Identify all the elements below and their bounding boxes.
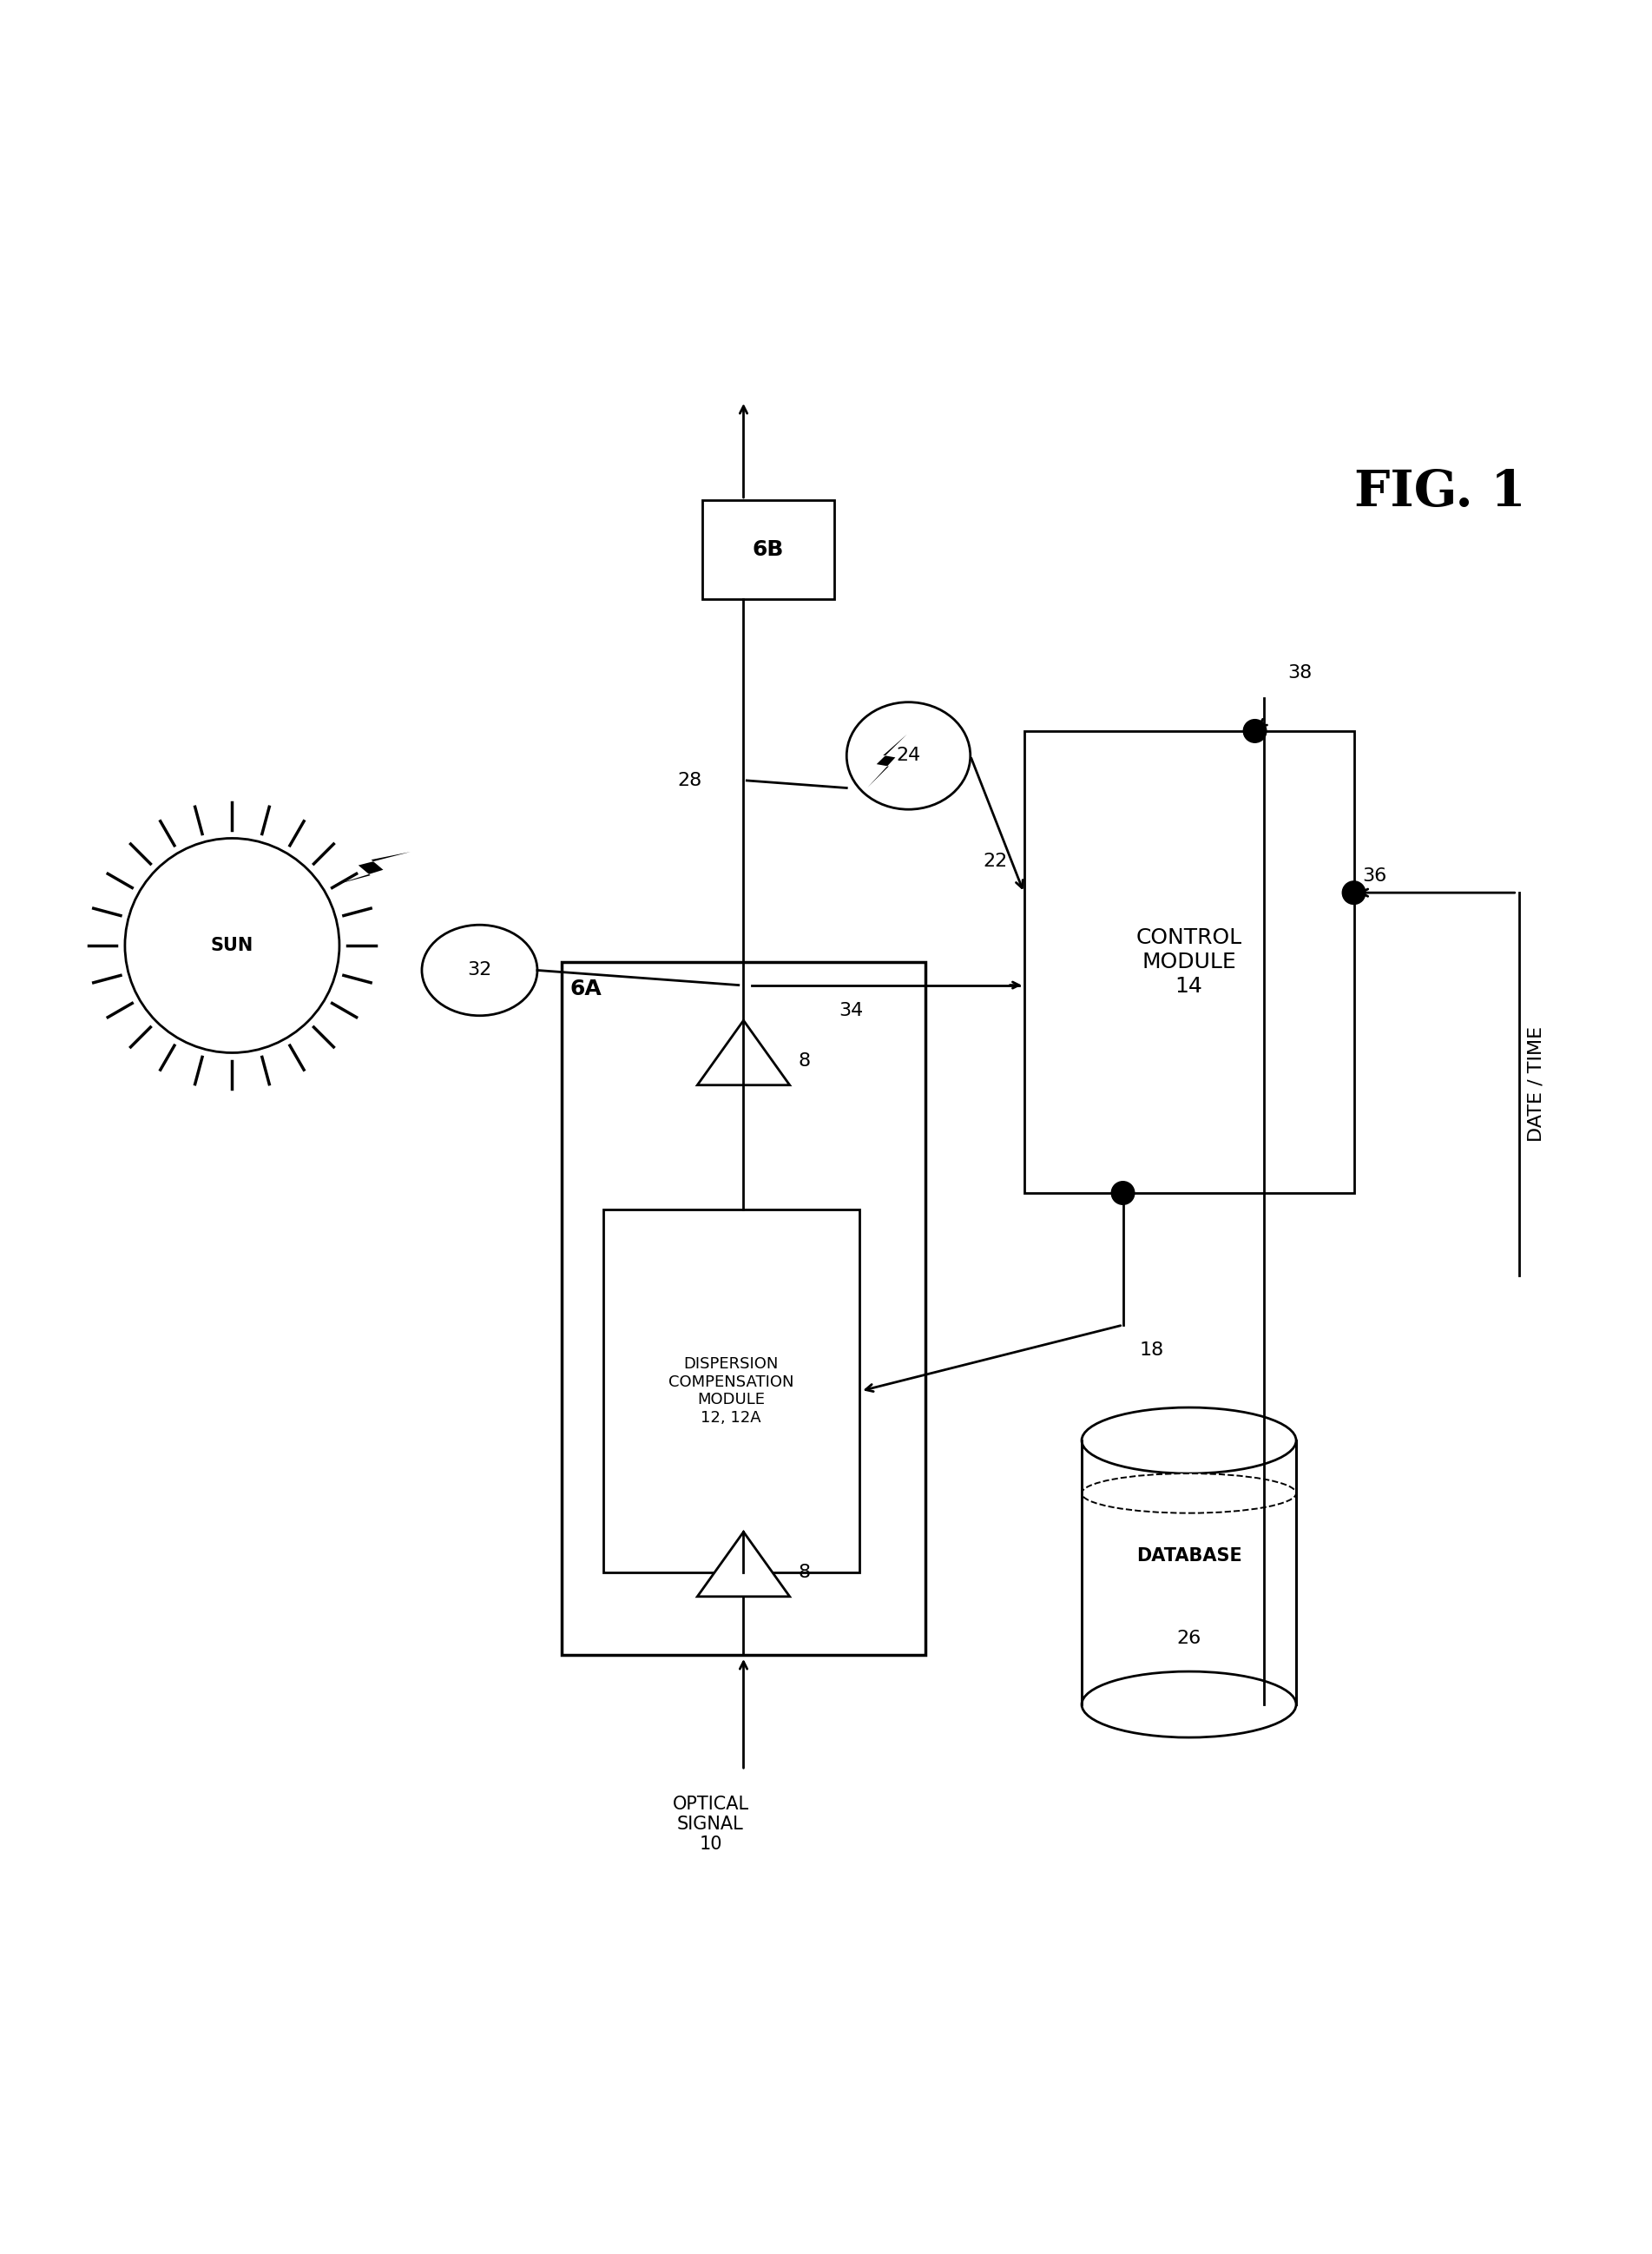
- Ellipse shape: [1082, 1474, 1297, 1512]
- Text: OPTICAL
SIGNAL
10: OPTICAL SIGNAL 10: [672, 1794, 748, 1853]
- Text: DISPERSION
COMPENSATION
MODULE
12, 12A: DISPERSION COMPENSATION MODULE 12, 12A: [669, 1357, 795, 1427]
- Bar: [1024, 730, 1355, 1192]
- Text: DATABASE: DATABASE: [1137, 1546, 1242, 1564]
- Text: 22: 22: [983, 852, 1008, 870]
- Polygon shape: [697, 1021, 790, 1084]
- Polygon shape: [334, 852, 411, 886]
- Circle shape: [126, 838, 339, 1053]
- Text: 6A: 6A: [570, 978, 603, 999]
- Polygon shape: [867, 735, 907, 787]
- Text: DATE / TIME: DATE / TIME: [1526, 1026, 1545, 1143]
- Circle shape: [1244, 719, 1267, 742]
- Circle shape: [1343, 881, 1366, 904]
- Polygon shape: [304, 922, 320, 1005]
- Text: 24: 24: [897, 746, 920, 764]
- Ellipse shape: [1082, 1672, 1297, 1738]
- Text: 32: 32: [468, 962, 492, 978]
- Bar: [562, 962, 925, 1654]
- Bar: [1082, 1440, 1297, 1704]
- Text: FIG. 1: FIG. 1: [1355, 469, 1525, 516]
- Bar: [702, 500, 834, 600]
- Ellipse shape: [846, 703, 970, 809]
- Text: 28: 28: [677, 771, 702, 789]
- Text: 6B: 6B: [752, 539, 785, 559]
- Ellipse shape: [1085, 1675, 1294, 1733]
- Text: CONTROL
MODULE
14: CONTROL MODULE 14: [1137, 926, 1242, 996]
- Text: 26: 26: [1176, 1630, 1201, 1648]
- Ellipse shape: [421, 924, 537, 1017]
- Bar: [603, 1210, 859, 1573]
- Text: 36: 36: [1363, 868, 1386, 884]
- Text: SUN: SUN: [211, 938, 253, 953]
- Polygon shape: [697, 1533, 790, 1596]
- Circle shape: [1112, 1181, 1135, 1204]
- Text: 34: 34: [839, 1001, 862, 1019]
- Text: 18: 18: [1140, 1341, 1165, 1359]
- Text: 38: 38: [1289, 665, 1312, 681]
- Text: 8: 8: [798, 1564, 809, 1580]
- Ellipse shape: [1082, 1406, 1297, 1474]
- Text: 8: 8: [798, 1053, 809, 1071]
